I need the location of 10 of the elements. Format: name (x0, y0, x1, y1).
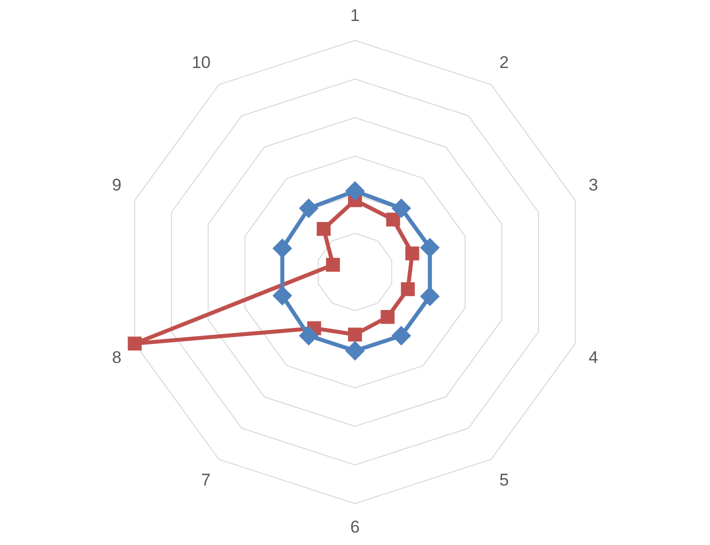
spoke-label: 7 (201, 470, 211, 490)
spoke-label: 6 (350, 517, 360, 536)
spoke-label: 1 (350, 6, 360, 25)
spoke-label: 4 (588, 348, 598, 367)
spoke-label: 10 (192, 52, 211, 72)
spoke-label: 5 (499, 470, 509, 490)
spoke-label: 8 (112, 348, 122, 367)
spoke-label: 2 (499, 52, 509, 72)
spoke-label: 3 (588, 176, 598, 195)
spoke-label: 9 (112, 176, 122, 195)
